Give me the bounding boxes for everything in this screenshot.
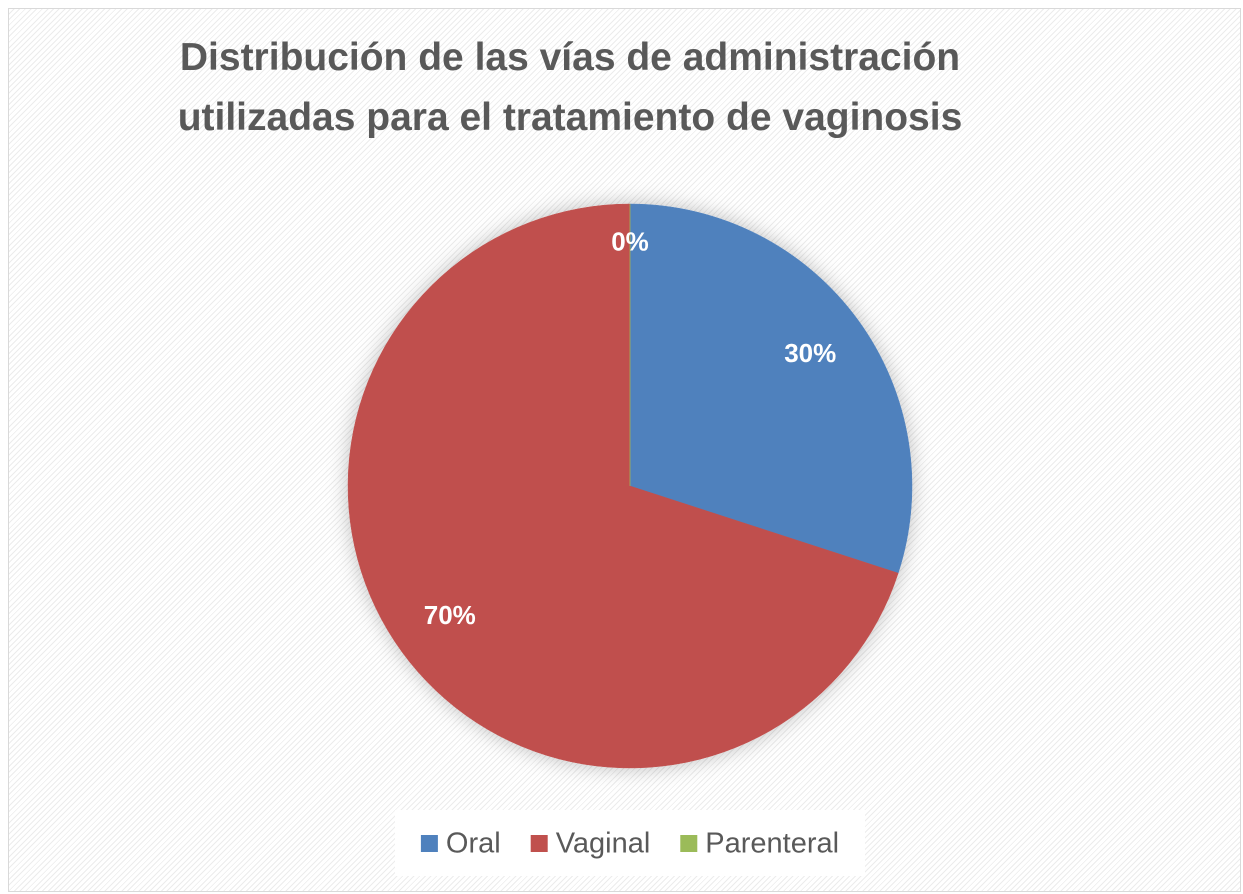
pie xyxy=(347,203,913,769)
legend-swatch xyxy=(420,835,438,852)
legend-label: Oral xyxy=(446,828,501,860)
data-label: 70% xyxy=(424,600,476,630)
legend-swatch xyxy=(530,835,548,852)
legend-label: Vaginal xyxy=(556,828,651,860)
legend-label: Parenteral xyxy=(705,828,839,860)
chart-title: Distribución de las vías de administraci… xyxy=(177,36,963,139)
pie-slice xyxy=(347,203,899,769)
legend-box xyxy=(395,810,865,876)
data-label: 0% xyxy=(611,226,649,256)
legend-swatch xyxy=(680,835,698,852)
data-label: 30% xyxy=(784,338,836,368)
pie-slice xyxy=(629,203,913,574)
